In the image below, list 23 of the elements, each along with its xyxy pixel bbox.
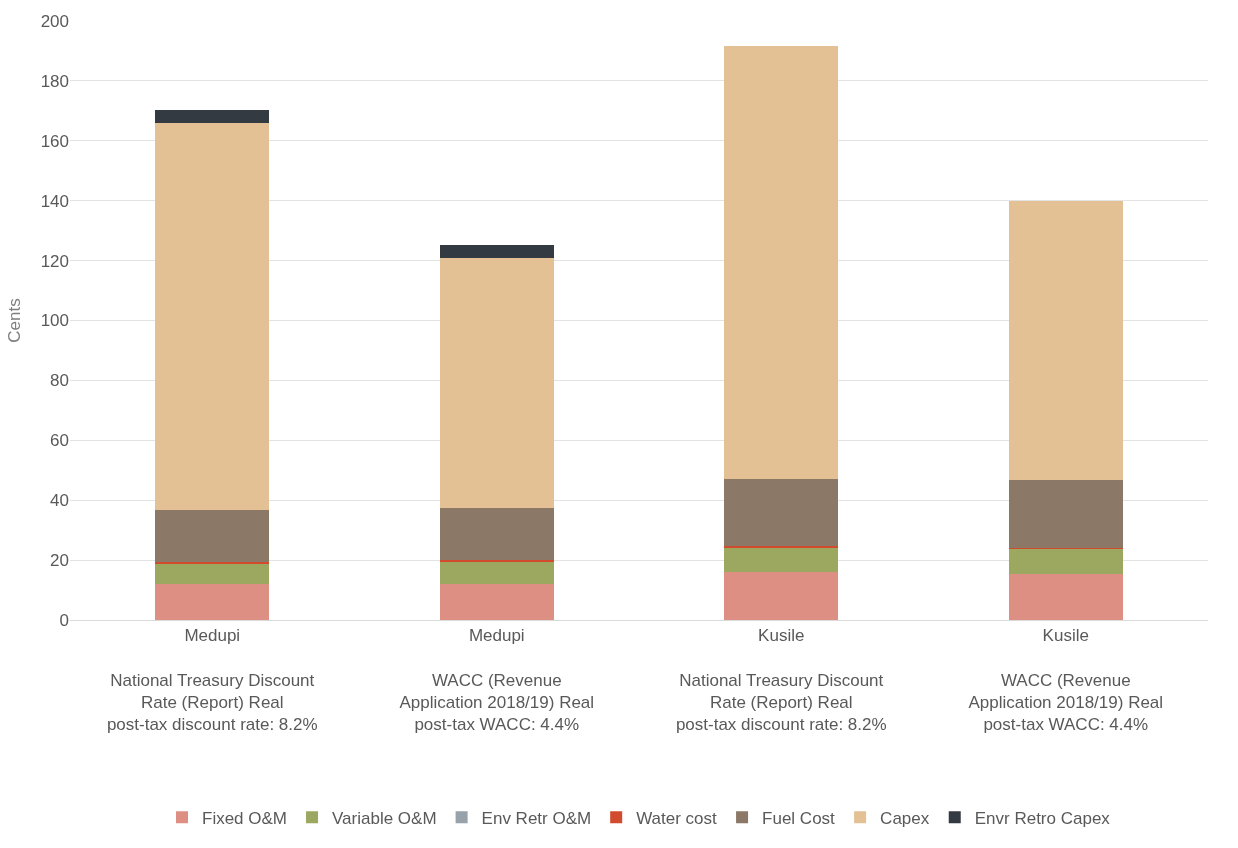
y-tick-label: 60 [50,431,69,451]
y-tick-label: 80 [50,371,69,391]
legend-label: Water cost [636,808,718,828]
y-tick-label: 0 [59,610,69,630]
y-tick-label: 100 [40,311,69,331]
category-label: Medupi National Treasury Discount Rate (Report) Real post-tax discount rate: 8.2% [106,626,318,734]
y-tick-label: 120 [40,251,69,271]
y-axis-title: Cents [5,298,25,343]
legend-label: Env Retr O&M [481,808,592,828]
legend-label: Variable O&M [332,808,437,828]
y-tick-label: 160 [40,131,69,151]
legend-label: Capex [880,808,930,828]
category-label: Kusile WACC (Revenue Application 2018/19) Real post-tax WACC: 4.4% [968,626,1164,734]
y-tick-label: 180 [40,71,69,91]
legend-label: Fixed O&M [202,808,288,828]
y-tick-label: 20 [50,551,69,571]
category-label: Kusile National Treasury Discount Rate (Report) Real post-tax discount rate: 8.2% [675,626,887,734]
legend-label: Fuel Cost [762,808,836,828]
y-tick-label: 200 [40,11,69,31]
category-label: Medupi WACC (Revenue Application 2018/19) Real post-tax WACC: 4.4% [399,626,595,734]
y-tick-label: 40 [50,491,69,511]
legend-label: Envr Retro Capex [974,808,1111,828]
y-tick-label: 140 [40,191,69,211]
